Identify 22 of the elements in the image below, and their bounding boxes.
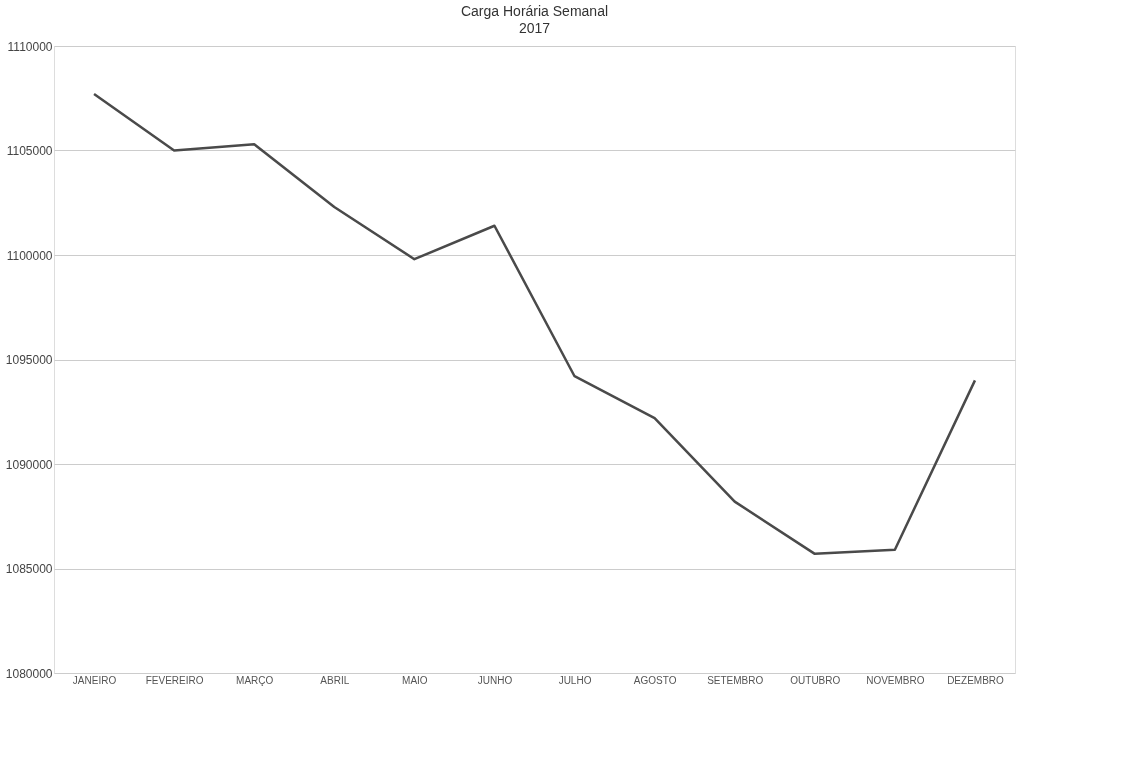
y-tick-label: 1085000 — [5, 562, 53, 576]
x-tick-label: FEVEREIRO — [145, 674, 204, 686]
y-tick-label: 1080000 — [5, 666, 53, 681]
y-tick-label: 1110000 — [7, 39, 53, 54]
y-tick-label: 1105000 — [6, 144, 53, 158]
x-tick-label: AGOSTO — [633, 674, 677, 686]
y-tick-label: 1090000 — [5, 457, 53, 472]
x-tick-label: MARÇO — [236, 674, 274, 686]
x-tick-label: NOVEMBRO — [866, 674, 925, 686]
x-tick-label: JUNHO — [477, 674, 513, 686]
y-tick-label: 1095000 — [5, 353, 53, 367]
x-tick-label: DEZEMBRO — [947, 674, 1005, 686]
x-tick-label: SETEMBRO — [707, 674, 764, 686]
x-tick-label: JULHO — [558, 674, 592, 686]
x-tick-label: ABRIL — [320, 674, 350, 686]
x-tick-label: MAIO — [402, 674, 428, 686]
line-series — [92, 92, 977, 556]
x-tick-label: OUTUBRO — [790, 674, 841, 686]
y-tick-label: 1100000 — [6, 248, 53, 263]
chart-title: Carga Horária Semanal — [460, 3, 609, 19]
chart-subtitle: 2017 — [518, 20, 551, 36]
x-tick-label: JANEIRO — [72, 674, 117, 686]
